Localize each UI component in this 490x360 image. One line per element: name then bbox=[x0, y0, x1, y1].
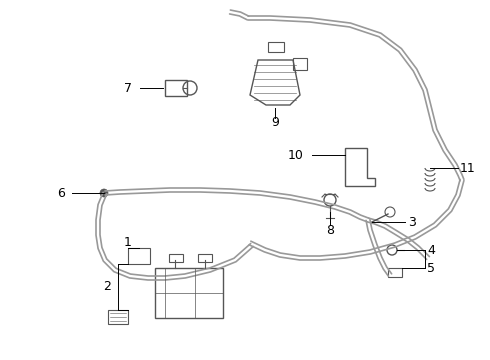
Text: 9: 9 bbox=[271, 116, 279, 129]
Circle shape bbox=[100, 189, 108, 197]
Bar bbox=[108, 310, 128, 324]
Bar bbox=[169, 254, 183, 262]
Bar bbox=[128, 248, 150, 264]
Bar bbox=[268, 42, 284, 52]
Bar bbox=[293, 58, 307, 70]
Text: 3: 3 bbox=[408, 216, 416, 229]
Bar bbox=[388, 268, 402, 277]
Bar bbox=[165, 80, 187, 96]
Text: 2: 2 bbox=[103, 280, 111, 293]
Text: 7: 7 bbox=[124, 81, 132, 95]
Text: 5: 5 bbox=[427, 261, 435, 274]
Bar bbox=[198, 254, 212, 262]
Bar bbox=[155, 268, 223, 318]
Text: 10: 10 bbox=[288, 149, 304, 162]
Text: 4: 4 bbox=[427, 243, 435, 257]
Text: 6: 6 bbox=[57, 186, 65, 199]
Text: 8: 8 bbox=[326, 224, 334, 237]
Text: 1: 1 bbox=[124, 235, 132, 248]
Text: 11: 11 bbox=[460, 162, 476, 175]
